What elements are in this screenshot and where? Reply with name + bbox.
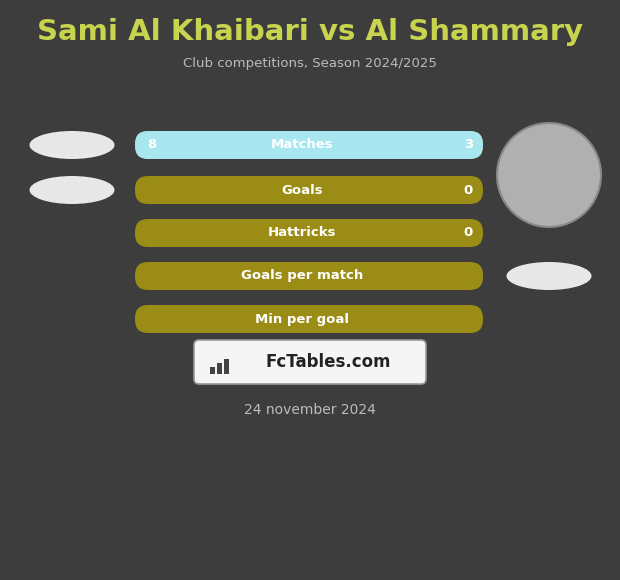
Bar [224,359,229,374]
FancyBboxPatch shape [194,340,426,384]
Text: FcTables.com: FcTables.com [265,353,391,371]
FancyBboxPatch shape [135,262,483,290]
Ellipse shape [507,262,591,290]
Ellipse shape [30,176,115,204]
Bar [210,367,215,374]
Circle shape [497,123,601,227]
Text: 8: 8 [147,139,156,151]
Text: Goals: Goals [281,183,323,197]
FancyBboxPatch shape [135,176,483,204]
FancyBboxPatch shape [135,219,483,247]
Text: 24 november 2024: 24 november 2024 [244,403,376,417]
Text: Sami Al Khaibari vs Al Shammary: Sami Al Khaibari vs Al Shammary [37,18,583,46]
Bar [217,363,222,374]
Text: Matches: Matches [271,139,334,151]
Text: 0: 0 [464,227,473,240]
FancyBboxPatch shape [135,305,483,333]
Text: 3: 3 [464,139,473,151]
FancyBboxPatch shape [135,131,483,159]
Text: Goals per match: Goals per match [241,270,363,282]
Text: Club competitions, Season 2024/2025: Club competitions, Season 2024/2025 [183,57,437,71]
Text: 0: 0 [464,183,473,197]
Text: Hattricks: Hattricks [268,227,336,240]
Text: Min per goal: Min per goal [255,313,349,325]
Ellipse shape [30,131,115,159]
FancyBboxPatch shape [135,131,483,159]
